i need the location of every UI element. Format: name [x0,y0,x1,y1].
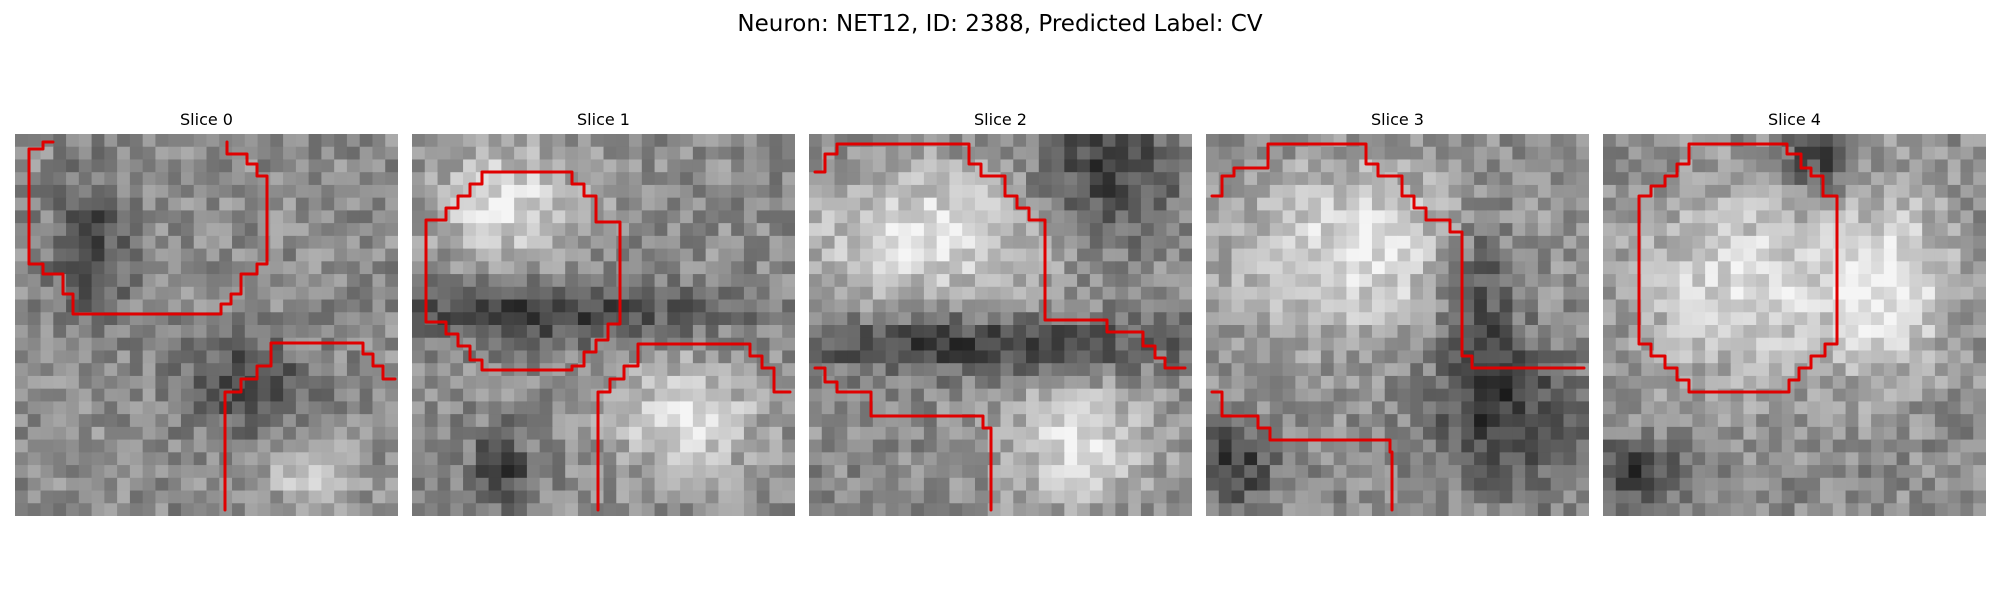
slice-2-contour-lower [813,366,993,512]
slice-4-contour-main [1637,142,1839,394]
slice-3-contour-lower [1210,390,1394,512]
figure-title: Neuron: NET12, ID: 2388, Predicted Label… [737,11,1263,37]
slice-0-contour-upper [27,140,269,316]
slice-0-title: Slice 0 [180,110,233,129]
slice-0-contour-lower [223,341,397,512]
slice-3-contours [1210,142,1586,512]
slice-4-contours [1637,142,1839,394]
slice-3-image [1206,134,1589,516]
slice-3-title: Slice 3 [1371,110,1424,129]
slice-0-image [15,134,398,516]
slice-2-title: Slice 2 [974,110,1027,129]
slice-3-contour-upper [1210,142,1586,370]
slice-4-image [1603,134,1986,516]
slice-1-contours [424,170,792,512]
slice-2-contours [813,142,1187,512]
slice-2-image [809,134,1192,516]
slice-1-contour-upper [424,170,622,372]
slice-0-contours [27,140,397,512]
slice-4-title: Slice 4 [1768,110,1821,129]
slice-1-image [412,134,795,516]
slice-2-contour-upper [813,142,1187,370]
slice-1-title: Slice 1 [577,110,630,129]
slice-1-contour-lower [596,342,792,512]
